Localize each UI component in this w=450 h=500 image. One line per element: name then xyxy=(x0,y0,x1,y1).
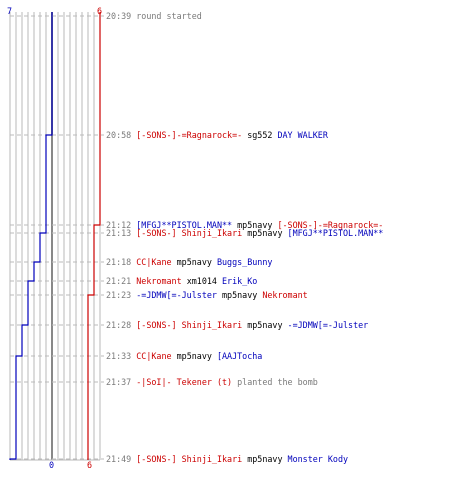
event-row: 21:18 CC|Kane mp5navy Buggs_Bunny xyxy=(106,256,272,268)
event-time: 21:33 xyxy=(106,351,137,361)
event-weapon: sg552 xyxy=(242,130,273,140)
event-time: 21:37 xyxy=(106,377,137,387)
event-player: CC|Kane xyxy=(136,257,172,267)
event-weapon: mp5navy xyxy=(171,351,212,361)
event-time: 21:12 xyxy=(106,220,137,230)
event-row: 21:21 Nekromant xm1014 Erik_Ko xyxy=(106,275,257,287)
event-time: 20:39 xyxy=(106,11,137,21)
event-time: 21:21 xyxy=(106,276,137,286)
event-player: Erik_Ko xyxy=(216,276,258,286)
event-player: [-SONS-] Shinji_Ikari xyxy=(136,454,243,464)
event-weapon: xm1014 xyxy=(181,276,217,286)
event-time: 21:28 xyxy=(106,320,137,330)
event-player: DAY WALKER xyxy=(272,130,328,140)
event-player: -=JDMW[=-Julster xyxy=(136,290,217,300)
event-player: [MFGJ**PISTOL.MAN** xyxy=(136,220,233,230)
event-time: 21:49 xyxy=(106,454,137,464)
event-player: [-SONS-] Shinji_Ikari xyxy=(136,320,243,330)
event-player: -|SoI|- Tekener (t) xyxy=(136,377,233,387)
start-count-blue: 7 xyxy=(7,6,13,16)
event-time: 21:23 xyxy=(106,290,137,300)
end-count-blue: 0 xyxy=(49,460,55,470)
event-row: 21:33 CC|Kane mp5navy [AAJTocha xyxy=(106,350,262,362)
event-row: 21:37 -|SoI|- Tekener (t) planted the bo… xyxy=(106,376,318,388)
event-player: CC|Kane xyxy=(136,351,172,361)
event-message: planted the bomb xyxy=(232,377,318,387)
event-row: 21:23 -=JDMW[=-Julster mp5navy Nekromant xyxy=(106,289,308,301)
event-row: 21:12 [MFGJ**PISTOL.MAN** mp5navy [-SONS… xyxy=(106,219,383,231)
event-time: 20:58 xyxy=(106,130,137,140)
event-player: [-SONS-] Shinji_Ikari xyxy=(136,228,243,238)
event-weapon: mp5navy xyxy=(216,290,258,300)
event-player: [AAJTocha xyxy=(211,351,263,361)
event-player: -=JDMW[=-Julster xyxy=(282,320,369,330)
blue-team-line xyxy=(9,12,53,460)
event-row: 21:49 [-SONS-] Shinji_Ikari mp5navy Mons… xyxy=(106,453,348,465)
event-weapon: mp5navy xyxy=(242,320,283,330)
event-player: Buggs_Bunny xyxy=(211,257,273,267)
event-player: [-SONS-]-=Ragnarock=- xyxy=(136,130,243,140)
event-row: 21:13 [-SONS-] Shinji_Ikari mp5navy [MFG… xyxy=(106,227,383,239)
red-team-line xyxy=(87,12,101,460)
event-row: 20:58 [-SONS-]-=Ragnarock=- sg552 DAY WA… xyxy=(106,129,328,141)
event-player: [MFGJ**PISTOL.MAN** xyxy=(282,228,384,238)
event-message: round started xyxy=(136,11,202,21)
event-weapon: mp5navy xyxy=(242,228,283,238)
end-count-red: 6 xyxy=(87,460,93,470)
event-weapon: mp5navy xyxy=(171,257,212,267)
event-row: 21:28 [-SONS-] Shinji_Ikari mp5navy -=JD… xyxy=(106,319,368,331)
start-count-red: 6 xyxy=(97,6,103,16)
event-time: 21:18 xyxy=(106,257,137,267)
event-weapon: mp5navy xyxy=(242,454,283,464)
event-player: Nekromant xyxy=(136,276,182,286)
event-weapon: mp5navy xyxy=(232,220,273,230)
event-player: Nekromant xyxy=(257,290,308,300)
event-player: Monster Kody xyxy=(282,454,349,464)
event-time: 21:13 xyxy=(106,228,137,238)
event-row: 20:39 round started xyxy=(106,10,202,22)
event-player: [-SONS-]-=Ragnarock=- xyxy=(272,220,384,230)
